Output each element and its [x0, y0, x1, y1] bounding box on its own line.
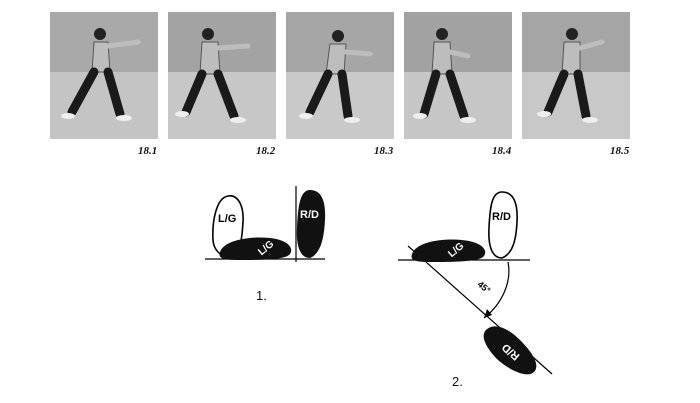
- person-figure-icon: [522, 12, 630, 139]
- photo-18-1: [50, 12, 158, 139]
- right-foot-outline: [488, 191, 518, 259]
- figure-1-label: 1.: [256, 288, 267, 303]
- photo-caption: 18.1: [138, 145, 158, 157]
- left-foot-flat: [411, 239, 486, 262]
- figure-2-label: 2.: [452, 374, 463, 389]
- photo-18-3: [286, 12, 394, 139]
- left-foot-upright-label: L/G: [218, 213, 236, 225]
- person-figure-icon: [50, 12, 158, 139]
- right-foot-upright-label: R/D: [492, 211, 511, 223]
- person-figure-icon: [286, 12, 394, 139]
- right-foot-upright-label: R/D: [300, 209, 319, 221]
- person-figure-icon: [168, 12, 276, 139]
- photo-caption: 18.2: [256, 145, 276, 157]
- photo-18-2: [168, 12, 276, 139]
- photo-sequence: 18.1 18.2 18.3: [0, 0, 700, 170]
- photo-caption: 18.4: [492, 145, 512, 157]
- photo-18-4: [404, 12, 512, 139]
- footwork-diagram: L/G L/G R/D 1. L/G R/D 45° R/D: [0, 170, 700, 403]
- arrow-head-icon: [484, 309, 492, 318]
- figure-2: L/G R/D 45° R/D 2.: [398, 191, 553, 389]
- right-foot-turned: [483, 326, 537, 375]
- figure-1: L/G L/G R/D 1.: [205, 186, 326, 303]
- footwork-svg: L/G L/G R/D 1. L/G R/D 45° R/D: [205, 186, 553, 389]
- left-foot-flat: [219, 237, 292, 260]
- photo-caption: 18.5: [610, 145, 630, 157]
- photo-18-5: [522, 12, 630, 139]
- right-foot-upright: [296, 190, 326, 258]
- angle-label: 45°: [476, 279, 493, 296]
- photo-caption: 18.3: [374, 145, 394, 157]
- person-figure-icon: [404, 12, 512, 139]
